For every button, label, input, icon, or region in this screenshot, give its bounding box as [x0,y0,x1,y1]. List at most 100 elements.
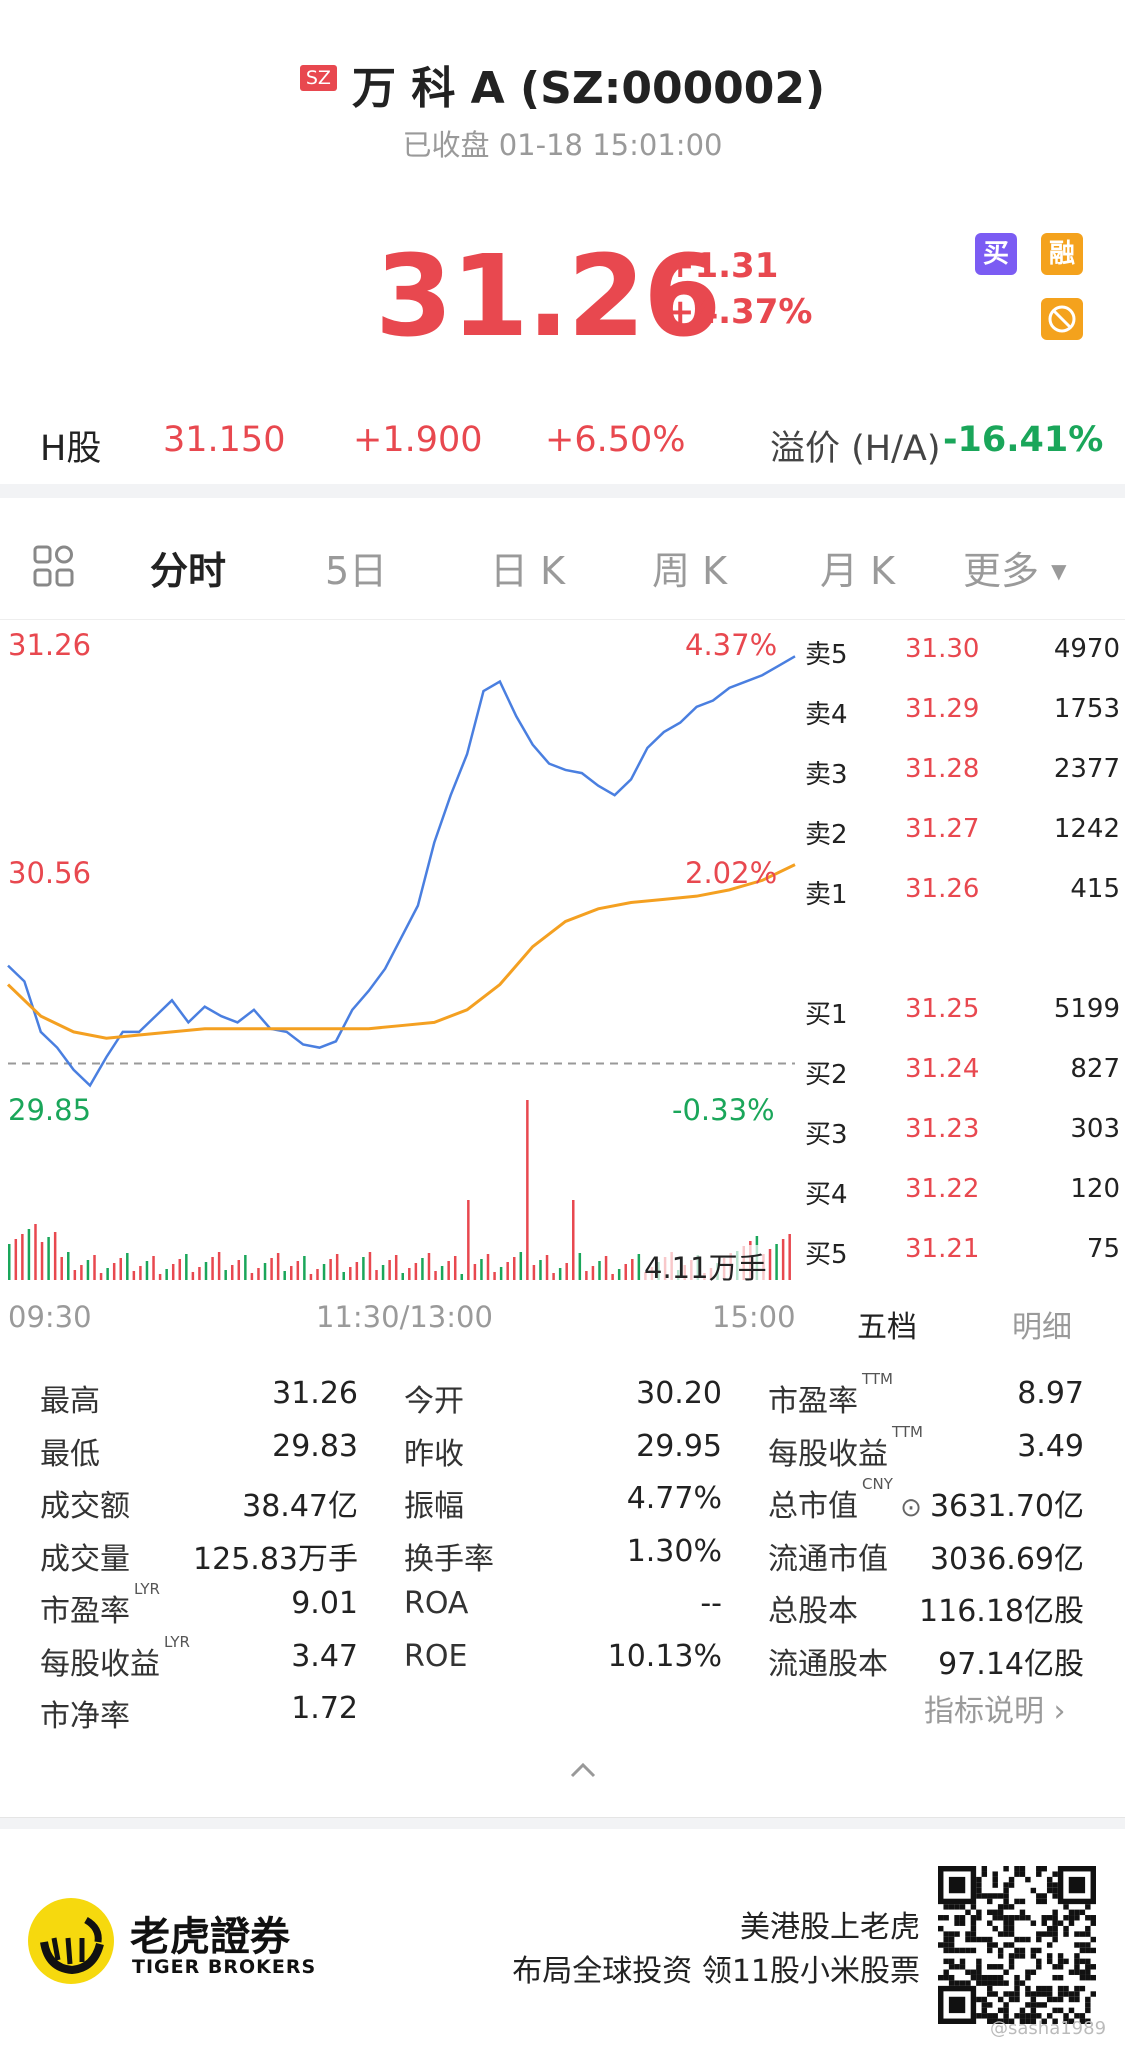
stat-item: 流通市值 3036.69亿 [768,1534,1084,1578]
volume-bar [460,1274,464,1280]
volume-bar [112,1263,116,1280]
brand-name-en: TIGER BROKERS [132,1956,317,1978]
volume-bar [362,1257,365,1280]
stat-value: 29.83 [272,1428,358,1464]
level-price: 31.24 [905,1054,980,1084]
chevron-up-icon[interactable] [568,1760,598,1780]
bid-row: 买5 31.21 75 [805,1234,1120,1274]
level-quantity: 1242 [1053,814,1120,844]
volume-bar [290,1266,293,1280]
no-short-icon[interactable] [1041,298,1083,340]
level-price: 31.26 [905,874,980,904]
volume-bar [14,1239,18,1280]
stat-item: 成交额 38.47亿 [40,1481,358,1525]
hshare-change: +1.900 [353,420,483,460]
tab-more[interactable]: 更多 ▼ [963,540,1067,595]
volume-bar [427,1253,431,1280]
volume-bar [217,1252,221,1280]
qr-code-icon [938,1866,1096,2024]
tab-five-levels[interactable]: 五档 [857,1310,917,1345]
stat-key: 最低 [40,1436,100,1472]
volume-bar [591,1266,595,1280]
ask-row: 卖1 31.26 415 [805,874,1120,914]
info-icon[interactable]: ⊙ [900,1493,922,1523]
stat-value: 3.49 [1017,1428,1084,1464]
tab-monthly-k[interactable]: 月 K [820,549,895,593]
level-quantity: 2377 [1053,754,1120,784]
stat-item: 最高 31.26 [40,1376,358,1420]
margin-badge[interactable]: 融 [1041,233,1083,275]
tab-more-label: 更多 [963,549,1040,593]
indicator-help-link[interactable]: 指标说明 › [924,1686,1066,1730]
volume-bar [434,1271,437,1280]
volume-bar [526,1100,529,1280]
stat-value: 3631.70亿 [929,1489,1084,1524]
stat-key: 成交额 [40,1489,130,1524]
tab-5day[interactable]: 5日 [325,549,388,593]
last-price: 31.26 [375,232,721,362]
volume-bar [342,1272,345,1280]
volume-bar [93,1255,96,1280]
stat-key: 流通市值 [768,1541,888,1577]
section-divider [0,484,1125,498]
level-label: 买4 [805,1180,848,1210]
volume-bar [99,1273,103,1280]
tab-intraday[interactable]: 分时 [150,549,227,593]
volume-bar [132,1271,136,1280]
volume-bar [257,1268,260,1280]
ask-row: 卖3 31.28 2377 [805,754,1120,794]
bid-row: 买4 31.22 120 [805,1174,1120,1214]
buy-badge[interactable]: 买 [975,233,1017,275]
volume-bar [185,1254,188,1280]
tab-daily-k[interactable]: 日 K [490,549,565,593]
volume-bar [611,1274,614,1280]
hshare-label: H股 [40,429,102,469]
stat-value: 97.14亿股 [938,1646,1084,1682]
volume-bar [21,1234,24,1280]
volume-bar [512,1257,516,1280]
level-price: 31.23 [905,1114,980,1144]
hshare-price: 31.150 [163,420,286,460]
level-price: 31.21 [905,1234,980,1264]
tab-trade-detail[interactable]: 明细 [1012,1310,1072,1345]
stat-key: 成交量 [40,1541,130,1577]
volume-bar [604,1256,608,1280]
stock-name: 万 科 A (SZ:000002) [352,63,826,114]
level-label: 卖5 [805,640,848,670]
volume-bar [637,1254,641,1280]
ask-row: 卖2 31.27 1242 [805,814,1120,854]
tabs-underline [0,619,1125,620]
volume-bar [119,1258,122,1280]
level-label: 卖1 [805,880,848,910]
volume-bar [349,1267,352,1280]
volume-bar [414,1263,418,1280]
volume-bar [519,1252,523,1280]
stat-value: 4.77% [626,1481,722,1516]
tab-weekly-k[interactable]: 周 K [652,549,727,593]
x-label-midday: 11:30/13:00 [316,1300,493,1334]
volume-bar [788,1234,791,1280]
layout-grid-icon[interactable] [32,544,76,592]
volume-bar [493,1272,496,1280]
volume-bar [473,1264,477,1280]
avg-line [6,863,796,1040]
ask-row: 卖4 31.29 1753 [805,694,1120,734]
price-change-pct: +4.37% [666,292,813,332]
volume-bar [329,1259,332,1280]
y-right-label-bottom: -0.33% [672,1093,775,1127]
level-quantity: 120 [1070,1174,1120,1204]
volume-bar [211,1257,214,1280]
stat-key: ROA [404,1586,469,1621]
brand-name-cn: 老虎證券 [130,1914,290,1960]
volume-bar [447,1261,450,1280]
volume-bar [617,1269,621,1280]
tiger-logo-icon [28,1898,114,1984]
volume-bar [191,1272,195,1280]
stock-title: SZ 万 科 A (SZ:000002) [0,52,1125,116]
volume-bar [781,1239,785,1280]
volume-bar [106,1268,109,1280]
intraday-chart[interactable] [0,620,800,1320]
ask-row: 卖5 31.30 4970 [805,634,1120,674]
volume-bar [126,1253,129,1280]
volume-bar [394,1255,398,1280]
